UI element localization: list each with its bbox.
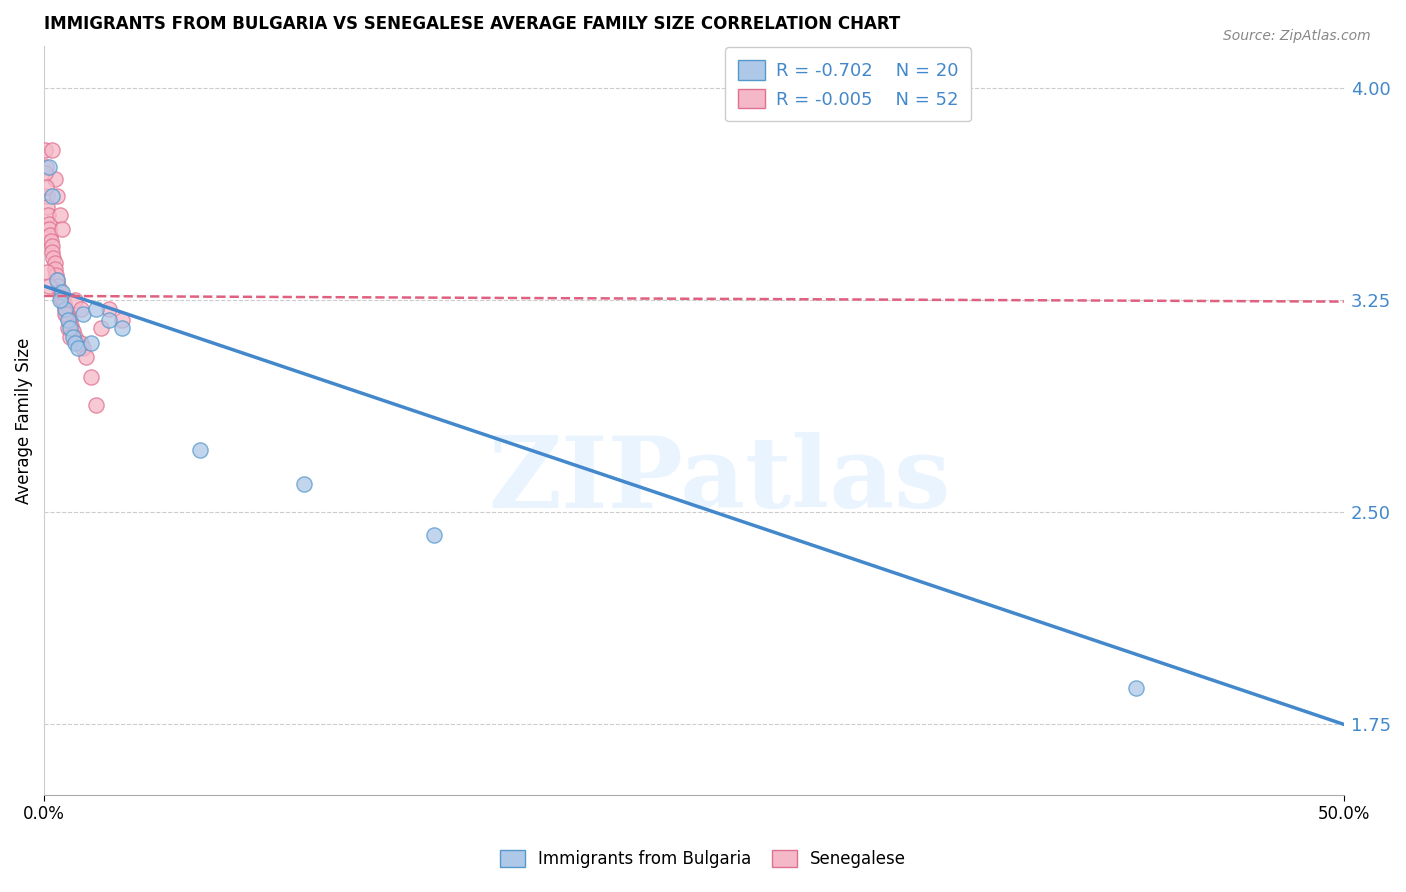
Point: [98, 301, 121, 316]
Point: [292, 477, 315, 491]
Point: [69, 335, 91, 350]
Point: [188, 443, 211, 458]
Point: [66, 335, 89, 350]
Point: [44, 256, 66, 270]
Point: [41, 188, 63, 202]
Point: [59, 313, 82, 327]
Point: [111, 313, 134, 327]
Point: [58, 313, 80, 327]
Point: [55, 307, 77, 321]
Point: [56, 321, 79, 335]
Point: [66, 341, 89, 355]
Point: [56, 313, 79, 327]
Point: [38, 222, 60, 236]
Point: [80, 335, 103, 350]
Point: [51, 293, 73, 308]
Legend: R = -0.702    N = 20, R = -0.005    N = 52: R = -0.702 N = 20, R = -0.005 N = 52: [725, 47, 972, 121]
Text: ZIPatlas: ZIPatlas: [489, 432, 952, 529]
Point: [34, 166, 56, 180]
Text: IMMIGRANTS FROM BULGARIA VS SENEGALESE AVERAGE FAMILY SIZE CORRELATION CHART: IMMIGRANTS FROM BULGARIA VS SENEGALESE A…: [44, 15, 900, 33]
Point: [69, 301, 91, 316]
Point: [44, 171, 66, 186]
Point: [37, 208, 59, 222]
Point: [60, 318, 83, 333]
Point: [48, 208, 70, 222]
Point: [59, 330, 82, 344]
Point: [35, 161, 58, 175]
Point: [53, 307, 76, 321]
Point: [38, 217, 60, 231]
Point: [38, 228, 60, 243]
Point: [37, 200, 59, 214]
Point: [1125, 681, 1147, 695]
Point: [39, 234, 62, 248]
Point: [48, 285, 70, 299]
Point: [41, 143, 63, 157]
Point: [62, 324, 84, 338]
Point: [41, 239, 63, 253]
Point: [52, 296, 75, 310]
Point: [84, 398, 107, 412]
Point: [65, 335, 87, 350]
Point: [38, 279, 60, 293]
Text: Source: ZipAtlas.com: Source: ZipAtlas.com: [1223, 29, 1371, 43]
Y-axis label: Average Family Size: Average Family Size: [15, 337, 32, 504]
Point: [59, 321, 82, 335]
Point: [98, 313, 121, 327]
Point: [75, 350, 97, 364]
Point: [35, 188, 58, 202]
Point: [42, 251, 65, 265]
Point: [48, 279, 70, 293]
Point: [44, 262, 66, 277]
Point: [72, 341, 94, 355]
Point: [34, 180, 56, 194]
Point: [53, 301, 76, 316]
Point: [65, 293, 87, 308]
Point: [51, 222, 73, 236]
Point: [35, 265, 58, 279]
Point: [41, 245, 63, 260]
Point: [72, 307, 94, 321]
Point: [65, 330, 87, 344]
Point: [90, 321, 112, 335]
Point: [46, 273, 69, 287]
Point: [56, 307, 79, 321]
Point: [111, 321, 134, 335]
Point: [45, 268, 67, 282]
Point: [80, 369, 103, 384]
Point: [49, 290, 72, 304]
Point: [423, 528, 446, 542]
Point: [46, 273, 69, 287]
Point: [62, 330, 84, 344]
Point: [38, 161, 60, 175]
Point: [34, 143, 56, 157]
Point: [46, 188, 69, 202]
Point: [84, 301, 107, 316]
Point: [53, 301, 76, 316]
Point: [48, 293, 70, 308]
Point: [51, 285, 73, 299]
Legend: Immigrants from Bulgaria, Senegalese: Immigrants from Bulgaria, Senegalese: [494, 843, 912, 875]
